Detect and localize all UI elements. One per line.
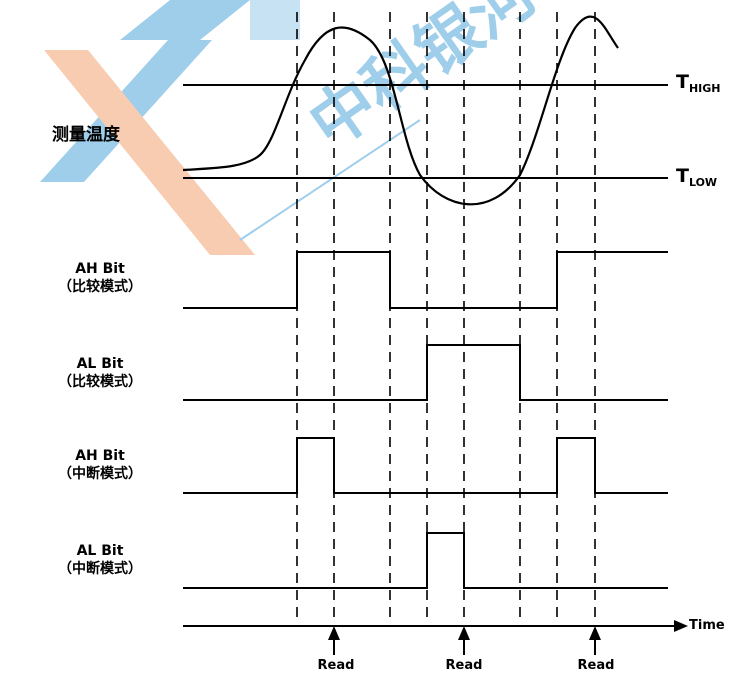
threshold-high-main: T [676,71,689,93]
threshold-high-label: THIGH [676,71,721,95]
row-label-ah-compare-line2: （比较模式） [58,279,142,295]
row-label-al-interrupt: AL Bit （中断模式） [45,544,155,576]
read-arrow-head-2 [458,626,470,640]
watermark-blue-band-2 [120,0,250,40]
row-label-al-interrupt-line1: AL Bit [76,543,124,559]
row-label-ah-interrupt-line1: AH Bit [75,448,125,464]
measured-temperature-label: 测量温度 [52,125,120,145]
row-label-al-interrupt-line2: （中断模式） [58,561,142,577]
threshold-low-label: TLOW [676,165,718,189]
row-label-ah-compare-line1: AH Bit [75,261,125,277]
read-label-1: Read [317,658,355,673]
al-compare-waveform [183,344,668,401]
row-label-al-compare: AL Bit （比较模式） [45,357,155,389]
row-label-ah-interrupt-line2: （中断模式） [58,466,142,482]
watermark-orange-band [44,50,255,255]
row-label-ah-interrupt: AH Bit （中断模式） [45,449,155,481]
row-label-al-compare-line2: （比较模式） [58,374,142,390]
ah-interrupt-waveform [183,437,668,494]
threshold-high-sub: HIGH [688,82,721,95]
time-axis-label: Time [689,618,725,633]
read-arrow-head-1 [328,626,340,640]
read-arrow-head-3 [589,626,601,640]
row-label-ah-compare: AH Bit （比较模式） [45,262,155,294]
threshold-low-sub: LOW [688,176,718,189]
ah-compare-waveform [183,251,668,309]
row-label-al-compare-line1: AL Bit [76,356,124,372]
read-label-3: Read [577,658,615,673]
diagram-lines [182,12,688,655]
time-axis-arrowhead [674,620,688,632]
read-label-2: Read [445,658,483,673]
threshold-low-main: T [676,165,689,187]
al-interrupt-waveform [183,532,668,589]
measured-temperature-curve [182,15,619,206]
watermark-blue-band-3 [250,0,300,40]
